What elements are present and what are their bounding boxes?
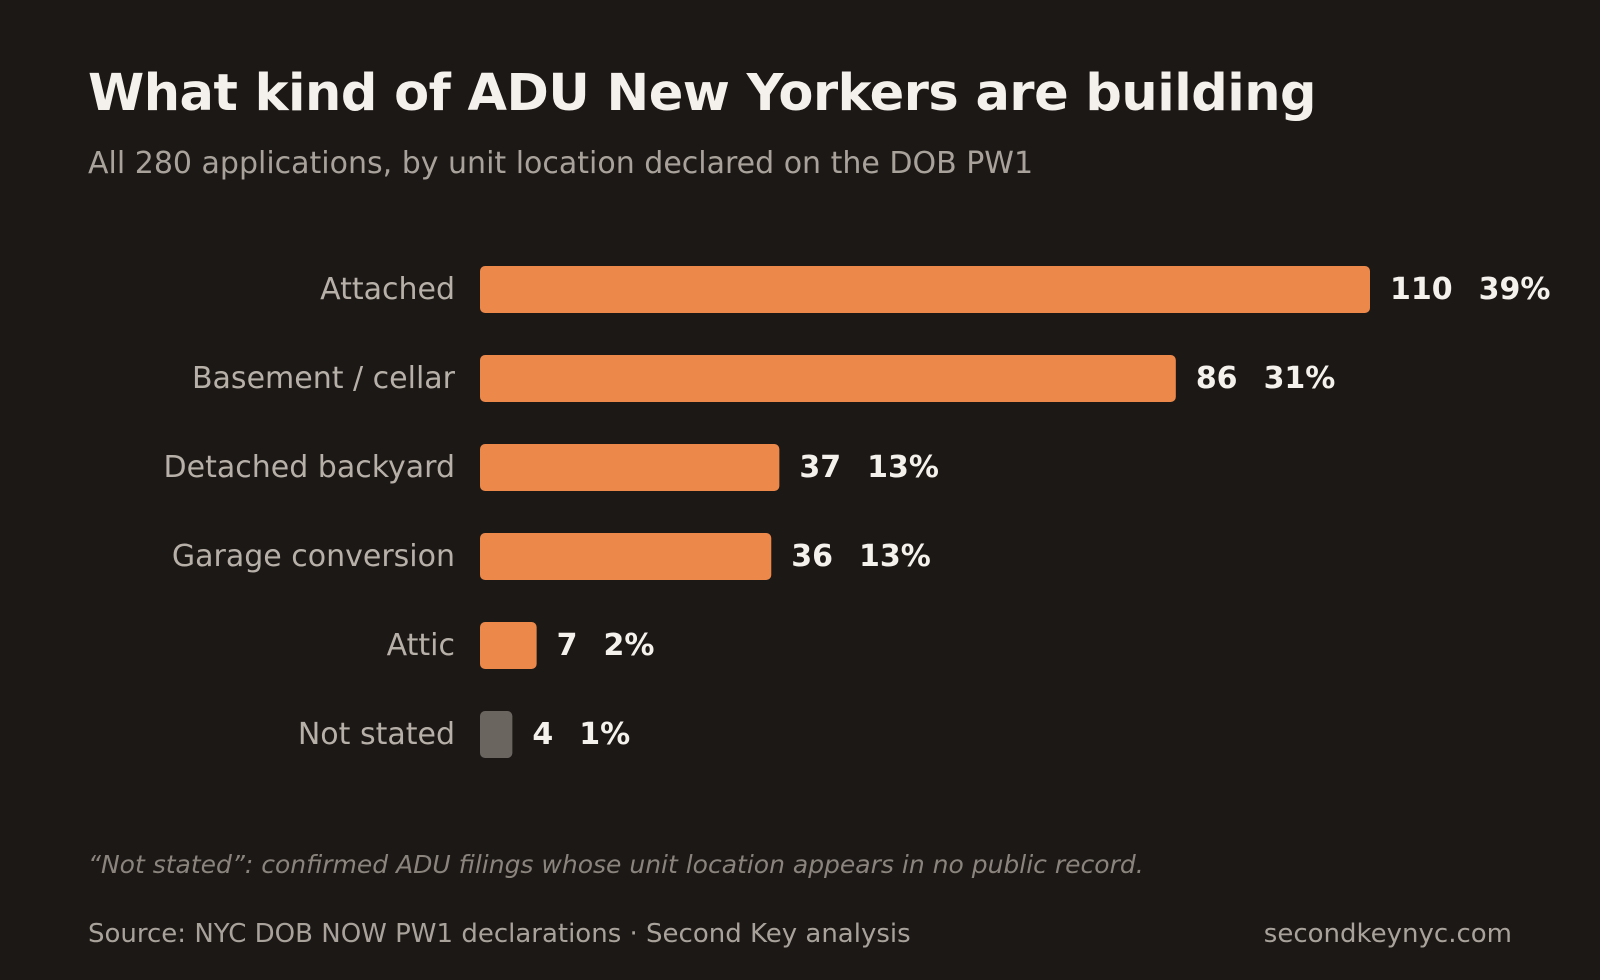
chart-title: What kind of ADU New Yorkers are buildin… bbox=[88, 64, 1317, 123]
value-label-attached: 110 bbox=[1390, 272, 1453, 307]
category-label-attic: Attic bbox=[387, 628, 455, 663]
bar-garage-conversion bbox=[480, 533, 772, 580]
bar-not-stated bbox=[480, 711, 513, 758]
percent-label-detached-backyard: 13% bbox=[867, 450, 939, 485]
value-label-attic: 7 bbox=[557, 628, 578, 663]
bar-chart: Attached 110 39% Basement / cellar 86 31% Deta… bbox=[164, 266, 1551, 758]
value-label-garage-conversion: 36 bbox=[791, 539, 833, 574]
bar-detached-backyard bbox=[480, 444, 780, 491]
percent-label-garage-conversion: 13% bbox=[859, 539, 931, 574]
percent-label-not-stated: 1% bbox=[579, 717, 630, 752]
category-label-garage-conversion: Garage conversion bbox=[172, 539, 455, 574]
bar-attached bbox=[480, 266, 1370, 313]
chart-subtitle: All 280 applications, by unit location d… bbox=[88, 146, 1034, 181]
value-label-not-stated: 4 bbox=[532, 717, 553, 752]
percent-label-attic: 2% bbox=[604, 628, 655, 663]
footnote: “Not stated”: confirmed ADU filings whos… bbox=[88, 850, 1144, 879]
category-label-not-stated: Not stated bbox=[298, 717, 455, 752]
percent-label-basement-cellar: 31% bbox=[1264, 361, 1336, 396]
value-label-detached-backyard: 37 bbox=[799, 450, 841, 485]
category-label-detached-backyard: Detached backyard bbox=[164, 450, 455, 485]
bar-attic bbox=[480, 622, 537, 669]
category-label-basement-cellar: Basement / cellar bbox=[192, 361, 456, 396]
value-label-basement-cellar: 86 bbox=[1196, 361, 1238, 396]
site-link[interactable]: secondkeynyc.com bbox=[1263, 919, 1512, 949]
category-label-attached: Attached bbox=[320, 272, 455, 307]
percent-label-attached: 39% bbox=[1479, 272, 1551, 307]
bar-basement-cellar bbox=[480, 355, 1176, 402]
source-note: Source: NYC DOB NOW PW1 declarations · S… bbox=[88, 919, 911, 949]
